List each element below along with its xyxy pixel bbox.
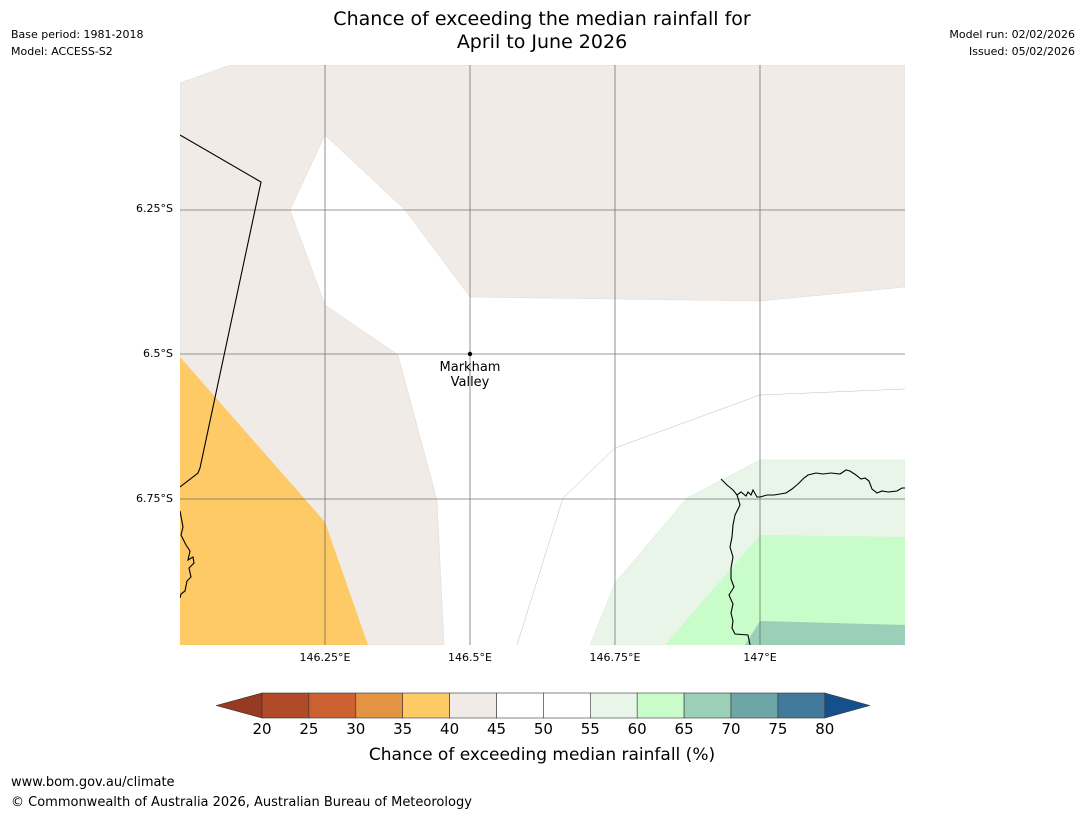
map-canvas bbox=[180, 65, 905, 645]
legend-extend-low bbox=[214, 692, 263, 719]
legend-tick-60: 60 bbox=[627, 720, 647, 738]
metadata-left: Base period: 1981-2018 Model: ACCESS-S2 bbox=[11, 26, 143, 60]
border-line bbox=[180, 134, 262, 488]
band-60-65 bbox=[665, 535, 905, 645]
legend-tick-55: 55 bbox=[580, 720, 600, 738]
place-label-line-2: Valley bbox=[450, 375, 490, 390]
metadata-right: Model run: 02/02/2026 Issued: 05/02/2026 bbox=[949, 26, 1075, 60]
legend-tick-70: 70 bbox=[721, 720, 741, 738]
legend-swatch-40-45 bbox=[449, 692, 497, 719]
lon-label-146-75: 146.75°E bbox=[589, 651, 641, 664]
place-label-line-1: Markham bbox=[439, 360, 501, 375]
legend-tick-30: 30 bbox=[346, 720, 366, 738]
lon-label-146-25: 146.25°E bbox=[299, 651, 351, 664]
legend-swatch-20-25 bbox=[261, 692, 310, 719]
lat-label-6-5: 6.5°S bbox=[143, 347, 173, 360]
base-period-text: Base period: 1981-2018 bbox=[11, 28, 144, 41]
legend-swatch-65-70 bbox=[683, 692, 732, 719]
river-gulf-coast bbox=[728, 494, 751, 645]
rainfall-map bbox=[180, 65, 905, 645]
issued-text: Issued: 05/02/2026 bbox=[968, 45, 1075, 58]
legend-swatch-75-80 bbox=[777, 692, 826, 719]
legend-swatch-25-30 bbox=[308, 692, 357, 719]
legend-tick-40: 40 bbox=[440, 720, 460, 738]
lat-label-6-25: 6.25°S bbox=[136, 202, 173, 215]
legend-swatch-50-55 bbox=[543, 692, 591, 719]
model-run-text: Model run: 02/02/2026 bbox=[949, 28, 1075, 41]
gridlines bbox=[180, 65, 905, 645]
west-coast bbox=[180, 510, 195, 599]
legend-swatch-55-60 bbox=[589, 692, 638, 719]
legend-tick-25: 25 bbox=[299, 720, 319, 738]
footer-copyright: © Commonwealth of Australia 2026, Austra… bbox=[11, 795, 472, 810]
legend-swatch-30-35 bbox=[355, 692, 404, 719]
lon-label-146-5: 146.5°E bbox=[448, 651, 492, 664]
legend-tick-35: 35 bbox=[393, 720, 413, 738]
legend-tick-75: 75 bbox=[768, 720, 788, 738]
map-title-line-1: Chance of exceeding the median rainfall … bbox=[333, 8, 751, 30]
legend-tick-80: 80 bbox=[815, 720, 835, 738]
east-coast bbox=[720, 469, 905, 498]
markham-valley-marker bbox=[467, 351, 473, 357]
legend-tick-65: 65 bbox=[674, 720, 694, 738]
legend-colorbar bbox=[214, 692, 872, 720]
legend-tick-20: 20 bbox=[252, 720, 272, 738]
legend-tick-45: 45 bbox=[486, 720, 507, 738]
coastlines bbox=[180, 134, 905, 645]
place-label: Markham Valley bbox=[420, 360, 520, 390]
map-title-line-2: April to June 2026 bbox=[456, 31, 628, 53]
legend-tick-50: 50 bbox=[533, 720, 553, 738]
legend-swatch-35-40 bbox=[402, 692, 450, 719]
legend-svg bbox=[214, 692, 872, 719]
footer-url: www.bom.gov.au/climate bbox=[11, 775, 175, 790]
legend-swatch-45-50 bbox=[496, 692, 544, 719]
map-title: Chance of exceeding the median rainfall … bbox=[242, 8, 842, 54]
lat-label-6-75: 6.75°S bbox=[136, 492, 173, 505]
legend-title: Chance of exceeding median rainfall (%) bbox=[368, 745, 716, 765]
legend-extend-high bbox=[824, 692, 872, 719]
legend-swatch-70-75 bbox=[730, 692, 779, 719]
lon-label-147: 147°E bbox=[743, 651, 777, 664]
legend-swatch-60-65 bbox=[636, 692, 685, 719]
band-35-40 bbox=[180, 357, 368, 645]
band-65-70 bbox=[745, 621, 905, 645]
model-text: Model: ACCESS-S2 bbox=[11, 45, 113, 58]
